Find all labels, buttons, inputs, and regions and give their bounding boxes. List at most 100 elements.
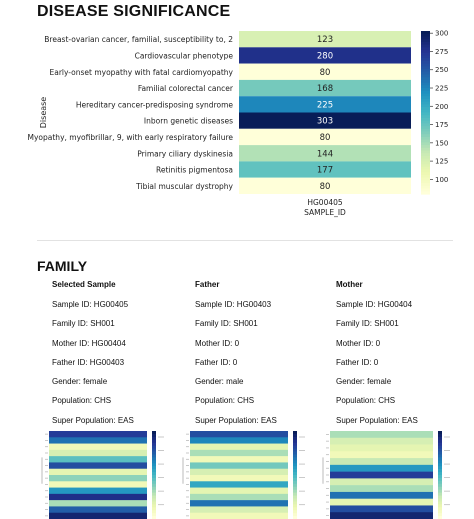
thumbnail-colorbar-segment bbox=[293, 457, 297, 461]
thumbnail-cell bbox=[190, 443, 288, 451]
column-header: Selected Sample bbox=[52, 280, 116, 289]
colorbar-tick-label: 175 bbox=[435, 121, 448, 129]
colorbar-tick-label: 150 bbox=[435, 139, 448, 147]
colorbar-segment bbox=[421, 101, 430, 105]
thumbnail-cell bbox=[190, 462, 288, 470]
thumbnail-colorbar-segment bbox=[152, 495, 156, 499]
thumbnail-cell bbox=[190, 456, 288, 463]
thumbnail-colorbar-segment bbox=[438, 498, 442, 502]
y-axis-label: Disease bbox=[39, 97, 48, 129]
heatmap-value-label: 144 bbox=[317, 149, 333, 159]
heatmap-value-label: 123 bbox=[317, 35, 333, 45]
thumbnail-colorbar-segment bbox=[152, 451, 156, 455]
thumbnail-colorbar-segment bbox=[152, 469, 156, 473]
thumbnail-colorbar-segment bbox=[438, 477, 442, 482]
thumbnail-colorbar-segment bbox=[293, 507, 297, 511]
thumbnail-colorbar-segment bbox=[438, 466, 442, 470]
thumbnail-colorbar-segment bbox=[438, 433, 442, 438]
thumbnail-colorbar-segment bbox=[293, 460, 297, 464]
thumbnail-colorbar-segment bbox=[152, 475, 156, 479]
colorbar-segment bbox=[421, 36, 430, 40]
disease-tick-label: Familial colorectal cancer bbox=[138, 84, 234, 93]
colorbar-segment bbox=[421, 85, 430, 89]
thumbnail-cell bbox=[330, 478, 433, 486]
colorbar-segment bbox=[421, 185, 430, 190]
thumbnail-colorbar-segment bbox=[293, 486, 297, 491]
thumbnail-colorbar-segment bbox=[152, 516, 156, 519]
colorbar-segment bbox=[421, 33, 430, 38]
family-id: Family ID: SH001 bbox=[52, 319, 115, 329]
thumbnail-cell bbox=[190, 475, 288, 482]
thumbnail-cell bbox=[190, 506, 288, 514]
heatmap-cell bbox=[239, 161, 411, 178]
thumbnail-colorbar-segment bbox=[152, 510, 156, 514]
colorbar-segment bbox=[421, 147, 430, 152]
column-header: Father bbox=[195, 280, 220, 289]
thumbnail-colorbar-segment bbox=[152, 433, 156, 438]
colorbar-segment bbox=[421, 82, 430, 86]
thumbnail-colorbar-segment bbox=[152, 501, 156, 505]
thumbnail-colorbar-segment bbox=[438, 510, 442, 514]
family-column-father: Father Sample ID: HG00403 Family ID: SH0… bbox=[195, 280, 325, 435]
heatmap-cell bbox=[239, 79, 411, 97]
thumbnail-cell bbox=[330, 505, 433, 513]
thumbnail-colorbar-segment bbox=[438, 460, 442, 464]
heatmap-cell bbox=[239, 145, 411, 162]
thumbnail-colorbar-segment bbox=[438, 501, 442, 505]
disease-tick-label: Hereditary cancer-predisposing syndrome bbox=[76, 100, 234, 109]
heatmap-cell bbox=[239, 31, 411, 48]
colorbar-segment bbox=[421, 134, 430, 138]
thumbnail-colorbar-segment bbox=[152, 436, 156, 441]
colorbar-segment bbox=[421, 126, 430, 130]
colorbar-tick-label: 200 bbox=[435, 103, 448, 111]
heatmap-value-label: 280 bbox=[317, 51, 333, 61]
colorbar-segment bbox=[421, 74, 430, 78]
thumbnail-cell bbox=[49, 487, 147, 495]
colorbar-segment bbox=[421, 52, 430, 57]
section-divider bbox=[37, 240, 453, 241]
thumbnail-colorbar-segment bbox=[438, 486, 442, 491]
colorbar-segment bbox=[421, 139, 430, 143]
thumbnail-cell bbox=[330, 485, 433, 493]
disease-tick-label: Early-onset myopathy with fatal cardiomy… bbox=[49, 68, 233, 77]
colorbar-segment bbox=[421, 161, 430, 165]
colorbar-segment bbox=[421, 90, 430, 95]
family-id: Family ID: SH001 bbox=[195, 319, 258, 329]
mother-id: Mother ID: 0 bbox=[195, 338, 240, 348]
colorbar-segment bbox=[421, 96, 430, 100]
colorbar-segment bbox=[421, 115, 430, 119]
colorbar-segment bbox=[421, 188, 430, 192]
thumbnail-cell bbox=[330, 458, 433, 466]
sample-tick-label: HG00405 bbox=[307, 198, 343, 207]
thumbnail-colorbar-segment bbox=[438, 431, 442, 435]
colorbar-segment bbox=[421, 153, 430, 157]
thumbnail-colorbar-segment bbox=[438, 504, 442, 508]
colorbar-segment bbox=[421, 172, 430, 176]
thumbnail-colorbar-segment bbox=[438, 489, 442, 493]
colorbar-segment bbox=[421, 131, 430, 135]
heatmap-value-label: 80 bbox=[320, 68, 331, 78]
thumbnail-cell bbox=[330, 437, 433, 445]
thumbnail-cell bbox=[330, 471, 433, 479]
thumbnail-colorbar-segment bbox=[438, 513, 442, 517]
thumbnail-cell bbox=[330, 444, 433, 452]
heatmap-value-label: 168 bbox=[317, 84, 333, 94]
super-population: Super Population: EAS bbox=[52, 415, 134, 425]
thumbnail-cell bbox=[49, 500, 147, 507]
father-id: Father ID: 0 bbox=[195, 357, 238, 367]
mother-thumbnail-heatmap bbox=[322, 431, 450, 519]
thumbnail-cell bbox=[190, 512, 288, 519]
colorbar-segment bbox=[421, 123, 430, 127]
disease-tick-label: Retinitis pigmentosa bbox=[156, 166, 233, 175]
thumbnail-colorbar-segment bbox=[438, 495, 442, 499]
colorbar-segment bbox=[421, 47, 430, 51]
colorbar-tick-label: 100 bbox=[435, 176, 448, 184]
thumbnail-colorbar-segment bbox=[293, 480, 297, 485]
thumbnail-cell bbox=[330, 498, 433, 506]
super-population: Super Population: EAS bbox=[195, 415, 277, 425]
heatmap-value-label: 177 bbox=[317, 166, 333, 176]
thumbnail-colorbar-segment bbox=[438, 480, 442, 485]
colorbar-segment bbox=[421, 117, 430, 122]
colorbar-segment bbox=[421, 107, 430, 111]
thumbnail-colorbar-segment bbox=[293, 442, 297, 447]
